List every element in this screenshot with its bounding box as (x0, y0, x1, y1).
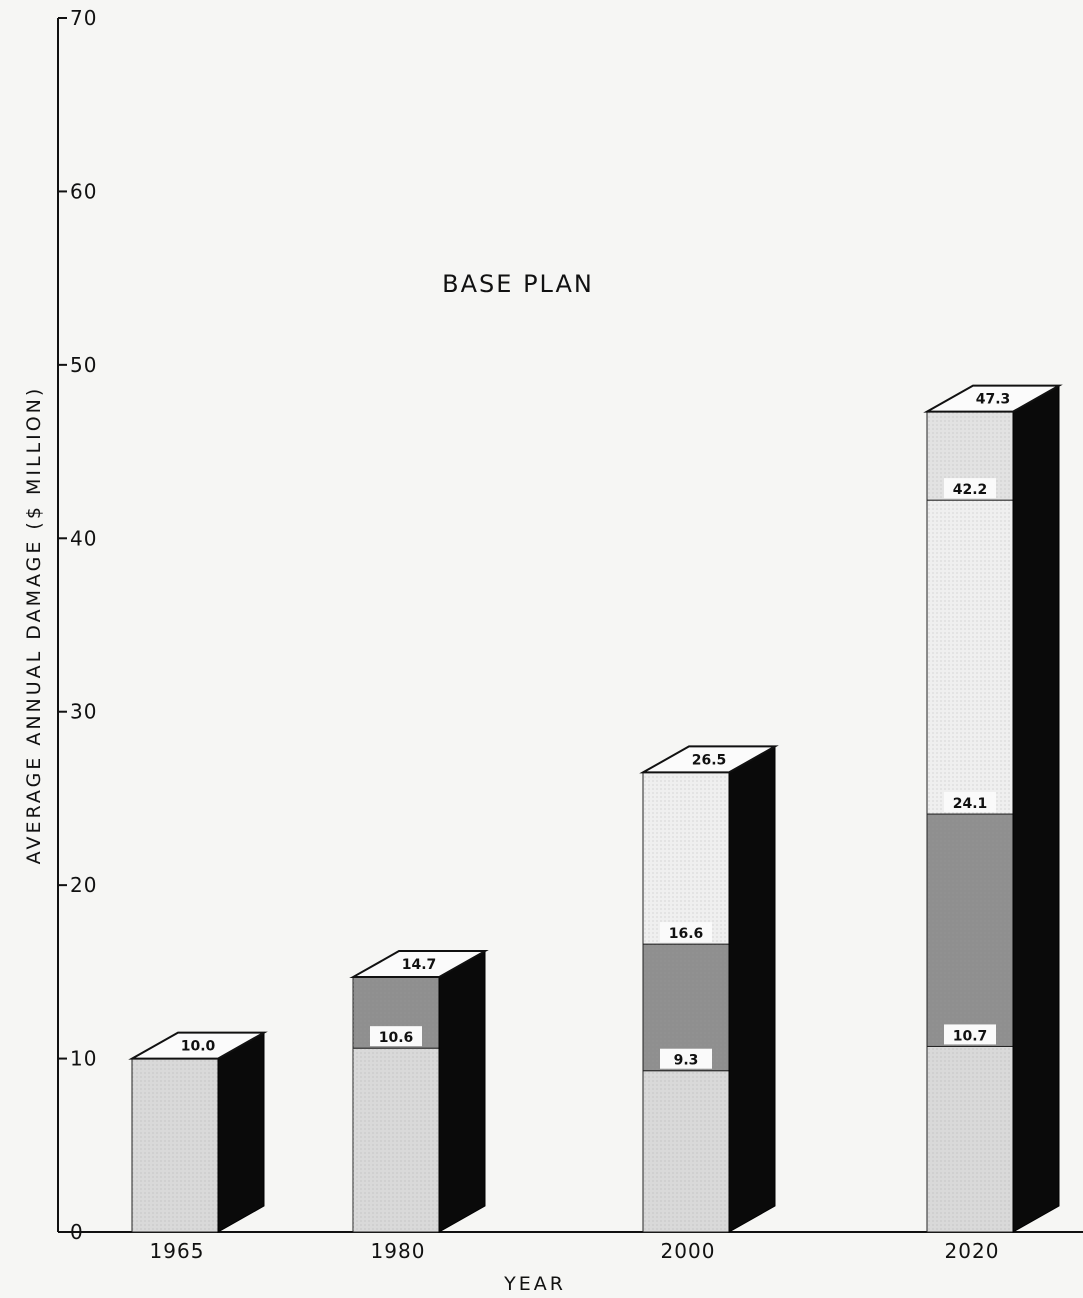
y-tick-label: 60 (70, 179, 97, 203)
value-label: 10.0 (181, 1039, 216, 1055)
y-axis-title: AVERAGE ANNUAL DAMAGE ($ MILLION) (23, 386, 45, 865)
value-label: 47.3 (976, 392, 1011, 408)
y-tick-label: 20 (70, 873, 97, 897)
bar-top-face (128, 1031, 268, 1060)
value-label: 10.7 (953, 1028, 988, 1044)
bar-segment-texture (132, 1058, 218, 1232)
value-label-bg (370, 1026, 422, 1047)
bar-side-face (1012, 384, 1060, 1233)
value-label: 16.6 (669, 926, 704, 942)
value-label-bg (944, 792, 996, 813)
bar-segment-texture (353, 1048, 439, 1232)
value-label: 42.2 (953, 482, 988, 498)
bar-top-face (923, 384, 1063, 413)
value-label: 26.5 (692, 752, 727, 768)
y-tick-label: 40 (70, 526, 97, 550)
bars (128, 384, 1063, 1233)
value-label: 24.1 (953, 796, 988, 812)
x-category-label: 2000 (661, 1239, 716, 1263)
bar-segment-texture (643, 1070, 729, 1232)
axes: 0 10 20 30 40 50 60 70 (57, 6, 1083, 1244)
y-tick-label: 50 (70, 353, 97, 377)
value-label-bg (660, 1048, 712, 1069)
x-axis-title: YEAR (503, 1273, 566, 1295)
value-label-bg (660, 922, 712, 943)
bar-segment-texture (927, 1046, 1013, 1232)
x-category-label: 1980 (371, 1239, 426, 1263)
y-tick-label: 10 (70, 1047, 97, 1071)
bar-side-face (438, 950, 486, 1233)
y-tick-label: 30 (70, 700, 97, 724)
bar-segment-texture (927, 814, 1013, 1047)
chart-title: BASE PLAN (442, 270, 594, 298)
value-label: 9.3 (674, 1053, 699, 1069)
bar-top-face (639, 745, 779, 774)
value-label: 10.6 (379, 1030, 414, 1046)
bar-side-face (728, 745, 776, 1233)
value-label: 14.7 (402, 957, 437, 973)
labels: 10.0 1965 10.6 14.7 1980 9.3 16.6 26.5 2000 10.7 2… (150, 392, 1011, 1263)
value-label-bg (944, 1024, 996, 1045)
value-label-bg (944, 478, 996, 499)
y-tick-label: 70 (70, 6, 97, 30)
bar-segment-texture (643, 772, 729, 945)
bar-side-face (217, 1031, 265, 1233)
x-category-label: 1965 (150, 1239, 205, 1263)
bar-segment-texture (927, 500, 1013, 815)
bar-top-face (349, 950, 489, 979)
x-category-label: 2020 (945, 1239, 1000, 1263)
y-tick-label: 0 (70, 1220, 84, 1244)
